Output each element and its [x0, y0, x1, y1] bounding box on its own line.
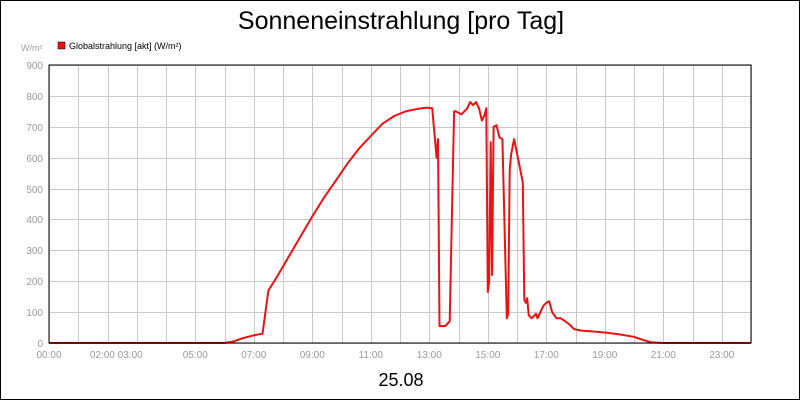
x-tick-label: 21:00 [651, 350, 676, 361]
series-layer [49, 101, 751, 344]
x-tick-label: 07:00 [241, 350, 266, 361]
x-tick-label: 23:00 [709, 350, 734, 361]
legend-label: Globalstrahlung [akt] (W/m²) [69, 41, 182, 51]
x-tick-label: 15:00 [475, 350, 500, 361]
x-tick-label: 17:00 [534, 350, 559, 361]
x-tick-label: 05:00 [183, 350, 208, 361]
y-tick-label: 0 [37, 339, 43, 350]
y-tick-label: 300 [26, 246, 43, 257]
legend-swatch [57, 41, 66, 50]
y-tick-label: 900 [26, 61, 43, 72]
y-axis: 0 100 200 300 400 500 600 700 800 900 [26, 61, 43, 350]
x-tick-label: 02:00 03:00 [90, 350, 143, 361]
grid-layer [49, 65, 752, 344]
y-tick-label: 400 [26, 215, 43, 226]
x-tick-label: 13:00 [417, 350, 442, 361]
y-tick-label: 200 [26, 277, 43, 288]
plot-area-border [48, 64, 752, 344]
x-tick-label: 19:00 [592, 350, 617, 361]
date-label: 25.08 [378, 370, 423, 390]
y-unit-label: W/m² [21, 43, 43, 53]
x-axis: 00:00 02:00 03:00 05:00 07:00 09:00 11:00 13:0… [36, 350, 734, 361]
x-tick-label: 09:00 [300, 350, 325, 361]
y-tick-label: 100 [26, 308, 43, 319]
series-line-globalstrahlung [49, 101, 751, 344]
y-tick-label: 600 [26, 154, 43, 165]
x-tick-label: 11:00 [359, 350, 384, 361]
y-tick-label: 500 [26, 185, 43, 196]
y-tick-label: 800 [26, 92, 43, 103]
y-tick-label: 700 [26, 123, 43, 134]
chart-title: Sonneneinstrahlung [pro Tag] [238, 7, 564, 35]
x-tick-label: 00:00 [36, 350, 61, 361]
